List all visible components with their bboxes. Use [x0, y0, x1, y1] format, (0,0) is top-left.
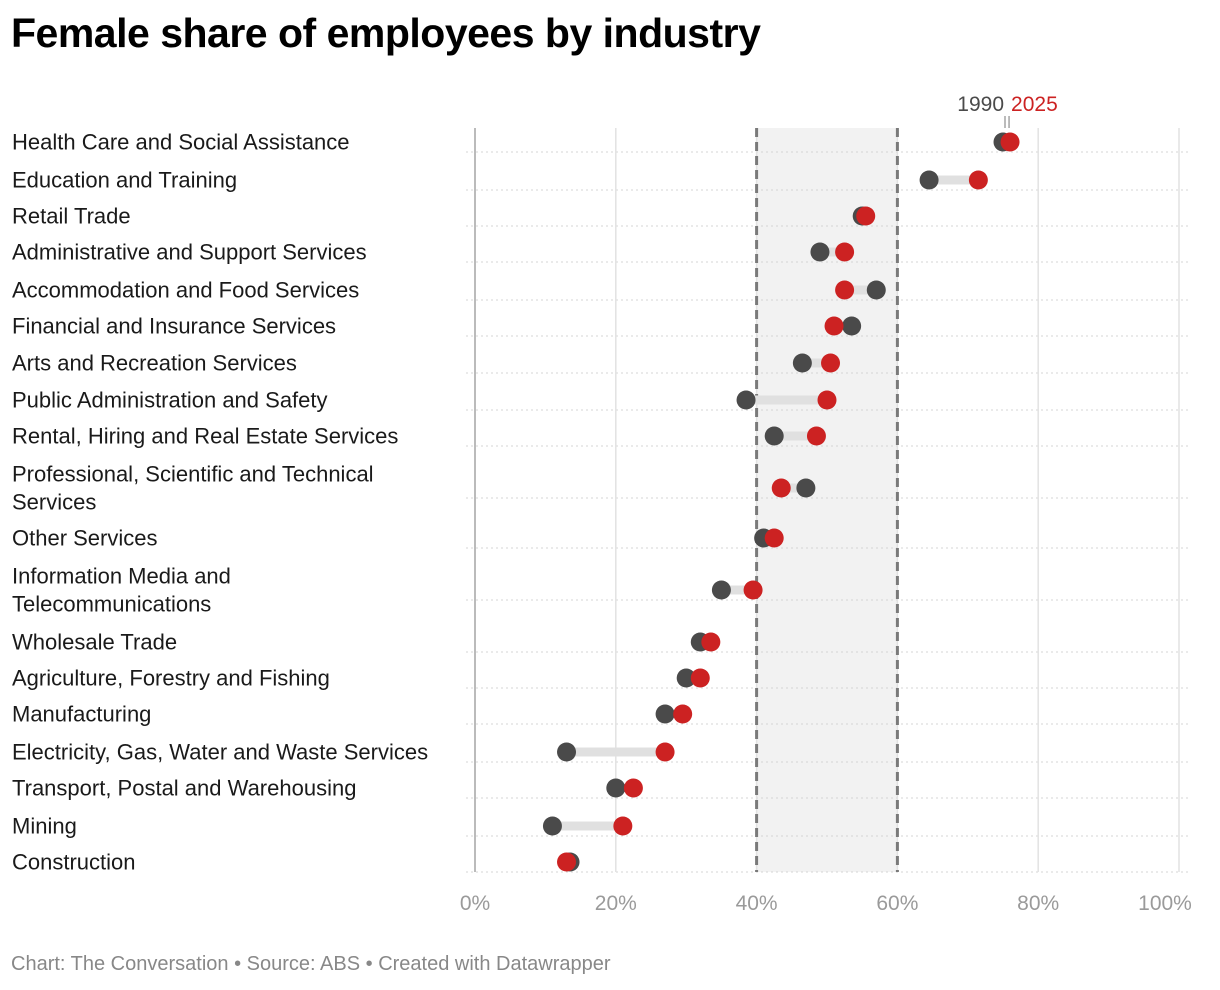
point-1990 [542, 816, 562, 836]
category-label: Other Services [12, 526, 158, 551]
highlight-band [756, 128, 898, 872]
point-1990 [810, 242, 830, 262]
point-1990 [736, 390, 756, 410]
category-label: Construction [12, 850, 136, 875]
category-label: Electricity, Gas, Water and Waste Servic… [12, 740, 428, 765]
point-2025 [968, 170, 988, 190]
data-marks [542, 132, 1020, 872]
category-label: Professional, Scientific and Technical [12, 462, 374, 487]
category-label: Rental, Hiring and Real Estate Services [12, 424, 398, 449]
category-label: Transport, Postal and Warehousing [12, 776, 356, 801]
point-2025 [856, 206, 876, 226]
category-label: Financial and Insurance Services [12, 314, 336, 339]
footer-separator: • [228, 953, 247, 975]
category-label: Public Administration and Safety [12, 388, 328, 413]
point-1990 [796, 478, 816, 498]
category-label: Arts and Recreation Services [12, 351, 297, 376]
chart-title: Female share of employees by industry [11, 10, 761, 56]
point-1990 [557, 742, 577, 762]
x-tick-label: 80% [1017, 892, 1059, 915]
point-2025 [835, 242, 855, 262]
x-tick-label: 20% [595, 892, 637, 915]
point-2025 [824, 316, 844, 336]
category-label: Accommodation and Food Services [12, 278, 359, 303]
point-2025 [771, 478, 791, 498]
category-label: Education and Training [12, 168, 237, 193]
footer-source: Source: ABS [246, 953, 361, 975]
point-2025 [821, 353, 841, 373]
dumbbell-chart: 0% 20% 40% 60% 80% 100% 1990 2025 Health Care … [12, 93, 1192, 915]
x-axis: 0% 20% 40% 60% 80% 100% [460, 892, 1192, 915]
point-2025 [817, 390, 837, 410]
category-labels: Health Care and Social Assistance Educati… [12, 130, 428, 875]
point-1990 [711, 580, 731, 600]
point-1990 [866, 280, 886, 300]
category-label: Administrative and Support Services [12, 240, 367, 265]
point-1990 [655, 704, 675, 724]
point-2025 [690, 668, 710, 688]
category-label: Wholesale Trade [12, 630, 177, 655]
legend: 1990 2025 [957, 93, 1058, 128]
highlight-band-layer [756, 128, 898, 872]
point-1990 [606, 778, 626, 798]
point-2025 [764, 528, 784, 548]
footer-created-with: Created with Datawrapper [378, 953, 611, 975]
category-label: Telecommunications [12, 592, 211, 617]
category-label: Services [12, 490, 96, 515]
point-2025 [557, 852, 577, 872]
category-label: Manufacturing [12, 702, 151, 727]
point-2025 [701, 632, 721, 652]
point-2025 [673, 704, 693, 724]
point-1990 [919, 170, 939, 190]
point-1990 [792, 353, 812, 373]
point-2025 [1000, 132, 1020, 152]
x-tick-label: 60% [876, 892, 918, 915]
point-2025 [835, 280, 855, 300]
category-label: Health Care and Social Assistance [12, 130, 350, 155]
x-tick-label: 0% [460, 892, 490, 915]
footer-separator: • [360, 953, 379, 975]
legend-2025: 2025 [1011, 93, 1058, 116]
point-1990 [676, 668, 696, 688]
point-2025 [623, 778, 643, 798]
category-label: Mining [12, 814, 77, 839]
category-label: Retail Trade [12, 204, 131, 229]
point-2025 [655, 742, 675, 762]
x-tick-label: 100% [1138, 892, 1192, 915]
x-tick-label: 40% [736, 892, 778, 915]
point-2025 [613, 816, 633, 836]
footer-credits: Chart: The Conversation • Source: ABS • … [11, 953, 611, 976]
point-1990 [764, 426, 784, 446]
legend-1990: 1990 [957, 93, 1004, 116]
point-1990 [842, 316, 862, 336]
point-2025 [806, 426, 826, 446]
category-label: Agriculture, Forestry and Fishing [12, 666, 330, 691]
point-2025 [743, 580, 763, 600]
category-label: Information Media and [12, 564, 231, 589]
footer-chart-credit: Chart: The Conversation [11, 953, 229, 975]
